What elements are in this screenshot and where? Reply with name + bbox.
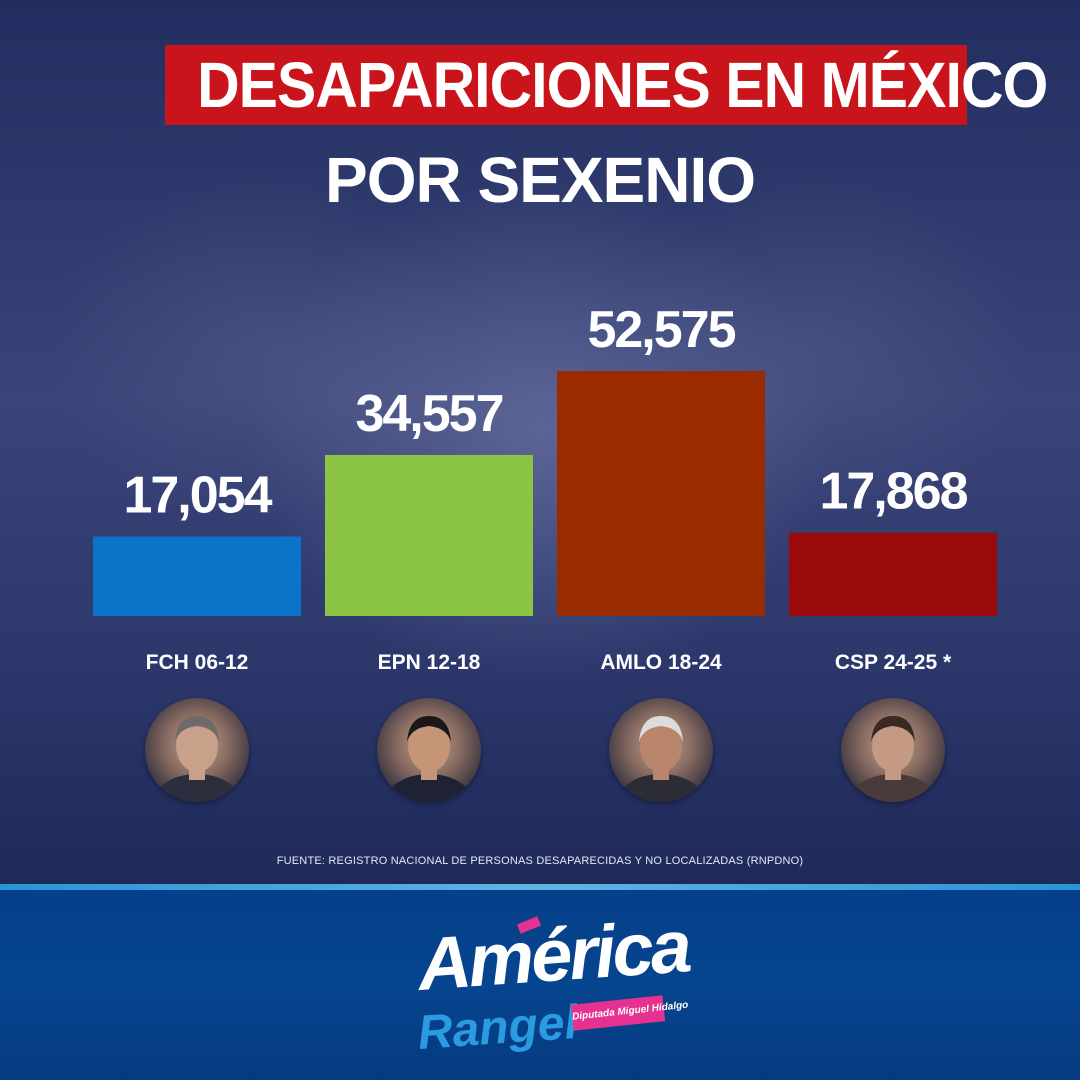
bar-value-label-2: 52,575: [587, 301, 735, 359]
bar-chart: 17,054 FCH 06-12 34,557 EPN 12-18 52,575 AMLO…: [93, 301, 997, 674]
person-photo-icon: [609, 698, 713, 802]
chart-subtitle: POR SEXENIO: [325, 144, 756, 216]
person-photo-icon: [841, 698, 945, 802]
bar-value-label-1: 34,557: [355, 385, 502, 443]
source-note: FUENTE: REGISTRO NACIONAL DE PERSONAS DE…: [276, 855, 804, 867]
logo-line2: Rangel: [416, 995, 580, 1060]
chart-title: DESAPARICIONES EN MÉXICO: [197, 49, 1048, 121]
category-label-2: AMLO 18-24: [600, 651, 722, 674]
category-label-0: FCH 06-12: [146, 651, 249, 674]
bar-3: [789, 532, 997, 616]
footer: [0, 890, 1080, 1080]
bar-0: [93, 536, 301, 616]
logo-line1: América: [415, 904, 692, 1006]
person-photo-icon: [145, 698, 249, 802]
title-banner: [165, 45, 967, 125]
bar-value-label-3: 17,868: [819, 463, 967, 521]
divider-line: [0, 884, 1080, 890]
category-label-3: CSP 24-25 *: [835, 651, 952, 674]
bar-value-label-0: 17,054: [123, 467, 272, 525]
bar-2: [557, 371, 765, 616]
category-label-1: EPN 12-18: [378, 651, 481, 674]
bar-1: [325, 454, 533, 616]
person-photo-icon: [377, 698, 481, 802]
